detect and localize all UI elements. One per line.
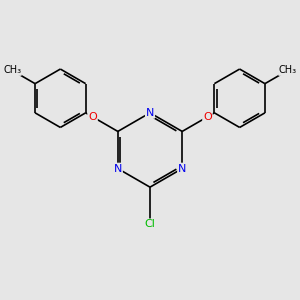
Text: Cl: Cl xyxy=(145,219,155,229)
Text: O: O xyxy=(203,112,212,122)
Text: CH₃: CH₃ xyxy=(279,65,297,75)
Text: N: N xyxy=(146,108,154,118)
Text: CH₃: CH₃ xyxy=(3,65,21,75)
Text: N: N xyxy=(178,164,186,174)
Text: O: O xyxy=(88,112,97,122)
Text: N: N xyxy=(114,164,122,174)
